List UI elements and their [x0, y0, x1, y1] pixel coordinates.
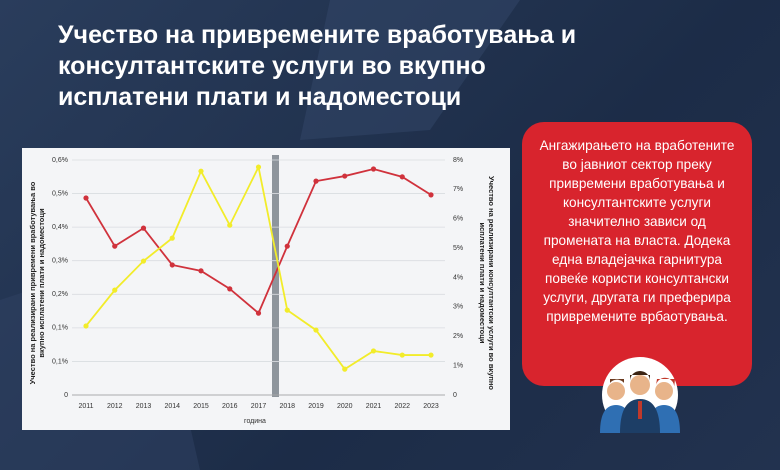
y2-tick-label: 6%: [453, 216, 463, 223]
y2-tick-label: 4%: [453, 274, 463, 281]
point: [399, 174, 405, 180]
x-tick-label: 2011: [78, 403, 93, 410]
point: [313, 327, 319, 333]
x-tick-label: 2019: [308, 403, 324, 410]
people-icon: [600, 357, 680, 433]
point: [227, 222, 233, 228]
point: [284, 243, 290, 249]
y2-tick-label: 5%: [453, 245, 463, 252]
y2-tick-label: 0: [453, 392, 457, 399]
x-tick-label: 2017: [251, 403, 267, 410]
point: [313, 178, 319, 184]
point: [227, 286, 233, 292]
point: [399, 352, 405, 358]
point: [428, 192, 434, 198]
point: [83, 195, 89, 201]
x-tick-label: 2013: [136, 403, 152, 410]
point: [169, 262, 175, 268]
x-tick-label: 2021: [366, 403, 382, 410]
y-tick-label: 0,4%: [52, 224, 68, 231]
point: [83, 323, 89, 329]
x-tick-label: 2015: [193, 403, 209, 410]
y-tick-label: 0,1%: [52, 325, 68, 332]
y2-tick-label: 7%: [453, 186, 463, 193]
chart-panel: [22, 148, 510, 430]
point: [112, 287, 118, 293]
y-tick-label: 0,2%: [52, 291, 68, 298]
point: [255, 310, 262, 316]
x-tick-label: 2020: [337, 403, 353, 410]
y2-tick-label: 1%: [453, 362, 463, 369]
point: [198, 168, 204, 174]
x-tick-label: 2016: [222, 403, 238, 410]
point: [140, 225, 147, 231]
x-tick-label: 2014: [164, 403, 180, 410]
x-tick-label: 2022: [394, 403, 410, 410]
point: [112, 243, 118, 249]
point: [169, 235, 175, 241]
x-tick-label: 2018: [279, 403, 295, 410]
point: [140, 258, 147, 264]
point: [255, 164, 262, 170]
x-tick-label: 2023: [423, 403, 439, 410]
callout: Ангажирањето на вработените во јавниот с…: [522, 122, 752, 386]
y-axis-label: Учество на реализирани привремени вработ…: [28, 181, 46, 385]
y-tick-label: 0: [64, 392, 68, 399]
point: [198, 268, 204, 274]
x-tick-label: 2012: [107, 403, 123, 410]
point: [370, 348, 377, 354]
y-tick-label: 0,1%: [52, 358, 68, 365]
point: [342, 366, 348, 372]
y-tick-label: 0,6%: [52, 157, 68, 164]
y2-tick-label: 8%: [453, 157, 463, 164]
y2-axis-label: Учество на реализирани консултантски усл…: [478, 175, 496, 391]
point: [342, 173, 348, 179]
divider-band: [272, 155, 279, 397]
point: [284, 307, 290, 313]
point: [370, 166, 377, 172]
y2-tick-label: 2%: [453, 333, 463, 340]
point: [428, 352, 434, 358]
y2-tick-label: 3%: [453, 304, 463, 311]
y-tick-label: 0,3%: [52, 258, 68, 265]
y-tick-label: 0,5%: [52, 190, 68, 197]
title: Учество на привремените вработувања и ко…: [58, 21, 577, 111]
x-axis-label: година: [244, 418, 266, 425]
